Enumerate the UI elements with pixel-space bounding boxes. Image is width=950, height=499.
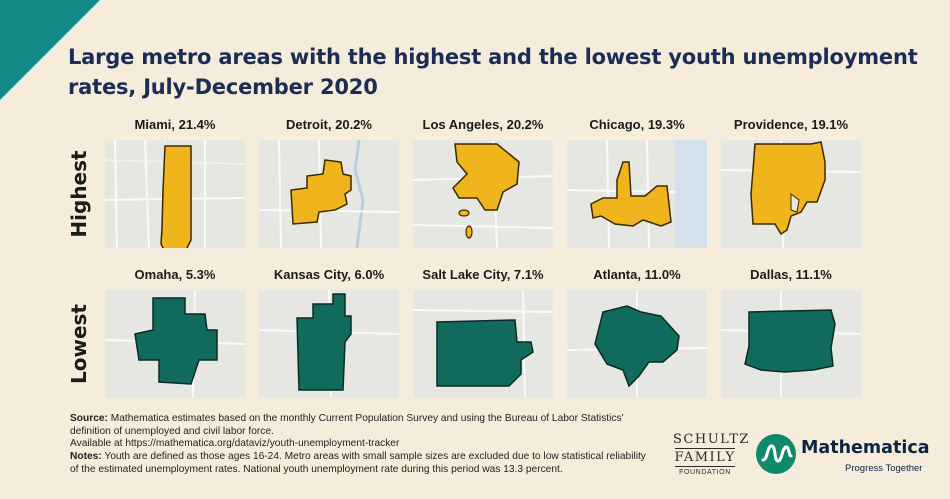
atlanta-map bbox=[567, 290, 707, 398]
los-angeles-map bbox=[413, 140, 553, 248]
map-label: Providence, 19.1% bbox=[733, 117, 849, 132]
chicago-map bbox=[567, 140, 707, 248]
schultz-line2: FAMILY bbox=[674, 450, 736, 465]
detroit-map bbox=[259, 140, 399, 248]
kansas-city-map bbox=[259, 290, 399, 398]
mathematica-tagline: Progress Together bbox=[845, 463, 923, 474]
kansas-city-shape bbox=[296, 293, 352, 391]
map-label: Los Angeles, 20.2% bbox=[422, 117, 544, 132]
source-note: Source: Mathematica estimates based on t… bbox=[70, 413, 655, 451]
map-card-detroit: Detroit, 20.2% bbox=[259, 116, 399, 248]
dallas-map bbox=[721, 290, 861, 398]
map-card-atlanta: Atlanta, 11.0% bbox=[567, 266, 707, 398]
omaha-map bbox=[105, 290, 245, 398]
notes-heading: Notes: bbox=[70, 451, 102, 462]
detroit-shape bbox=[290, 159, 352, 225]
map-label: Salt Lake City, 7.1% bbox=[422, 267, 544, 282]
schultz-line1: SCHULTZ bbox=[673, 432, 750, 447]
notes-note: Notes: Youth are defined as those ages 1… bbox=[70, 451, 655, 476]
schultz-line3: FOUNDATION bbox=[679, 469, 731, 476]
map-card-chicago: Chicago, 19.3% bbox=[567, 116, 707, 248]
map-card-dallas: Dallas, 11.1% bbox=[721, 266, 861, 398]
map-label: Atlanta, 11.0% bbox=[593, 267, 681, 282]
map-card-omaha: Omaha, 5.3% bbox=[105, 266, 245, 398]
map-label: Chicago, 19.3% bbox=[589, 117, 685, 132]
mathematica-logo-icon bbox=[756, 434, 796, 474]
source-heading: Source: bbox=[70, 413, 108, 424]
providence-shape bbox=[750, 141, 826, 236]
chicago-shape bbox=[590, 161, 672, 227]
notes-text: Youth are defined as those ages 16-24. M… bbox=[70, 451, 646, 475]
map-card-providence: Providence, 19.1% bbox=[721, 116, 861, 248]
los-angeles-shape bbox=[452, 143, 520, 211]
source-text: Mathematica estimates based on the month… bbox=[70, 413, 624, 437]
salt-lake-city-map bbox=[413, 290, 553, 398]
map-label: Miami, 21.4% bbox=[134, 117, 216, 132]
providence-map bbox=[721, 140, 861, 248]
omaha-shape bbox=[134, 297, 218, 385]
mathematica-name: Mathematica bbox=[801, 438, 930, 458]
salt-lake-city-shape bbox=[436, 319, 534, 387]
miami-map bbox=[105, 140, 245, 248]
miami-shape bbox=[160, 145, 192, 248]
map-label: Detroit, 20.2% bbox=[286, 117, 372, 132]
map-label: Dallas, 11.1% bbox=[750, 267, 832, 282]
map-card-kansas-city: Kansas City, 6.0% bbox=[259, 266, 399, 398]
atlanta-shape bbox=[594, 305, 680, 388]
mathematica-logo: Mathematica Progress Together bbox=[755, 433, 935, 483]
map-label: Omaha, 5.3% bbox=[134, 267, 216, 282]
map-card-salt-lake-city: Salt Lake City, 7.1% bbox=[413, 266, 553, 398]
dallas-shape bbox=[744, 309, 836, 373]
map-card-los-angeles: Los Angeles, 20.2% bbox=[413, 116, 553, 248]
source-link[interactable]: Available at https://mathematica.org/dat… bbox=[70, 438, 400, 449]
row-label-lowest: Lowest bbox=[67, 304, 91, 384]
map-label: Kansas City, 6.0% bbox=[273, 267, 385, 282]
page-title: Large metro areas with the highest and t… bbox=[68, 45, 918, 99]
schultz-family-foundation-logo: SCHULTZ FAMILY FOUNDATION bbox=[673, 432, 750, 478]
map-card-miami: Miami, 21.4% bbox=[105, 116, 245, 248]
corner-triangle bbox=[0, 0, 100, 100]
row-label-highest: Highest bbox=[67, 150, 91, 238]
